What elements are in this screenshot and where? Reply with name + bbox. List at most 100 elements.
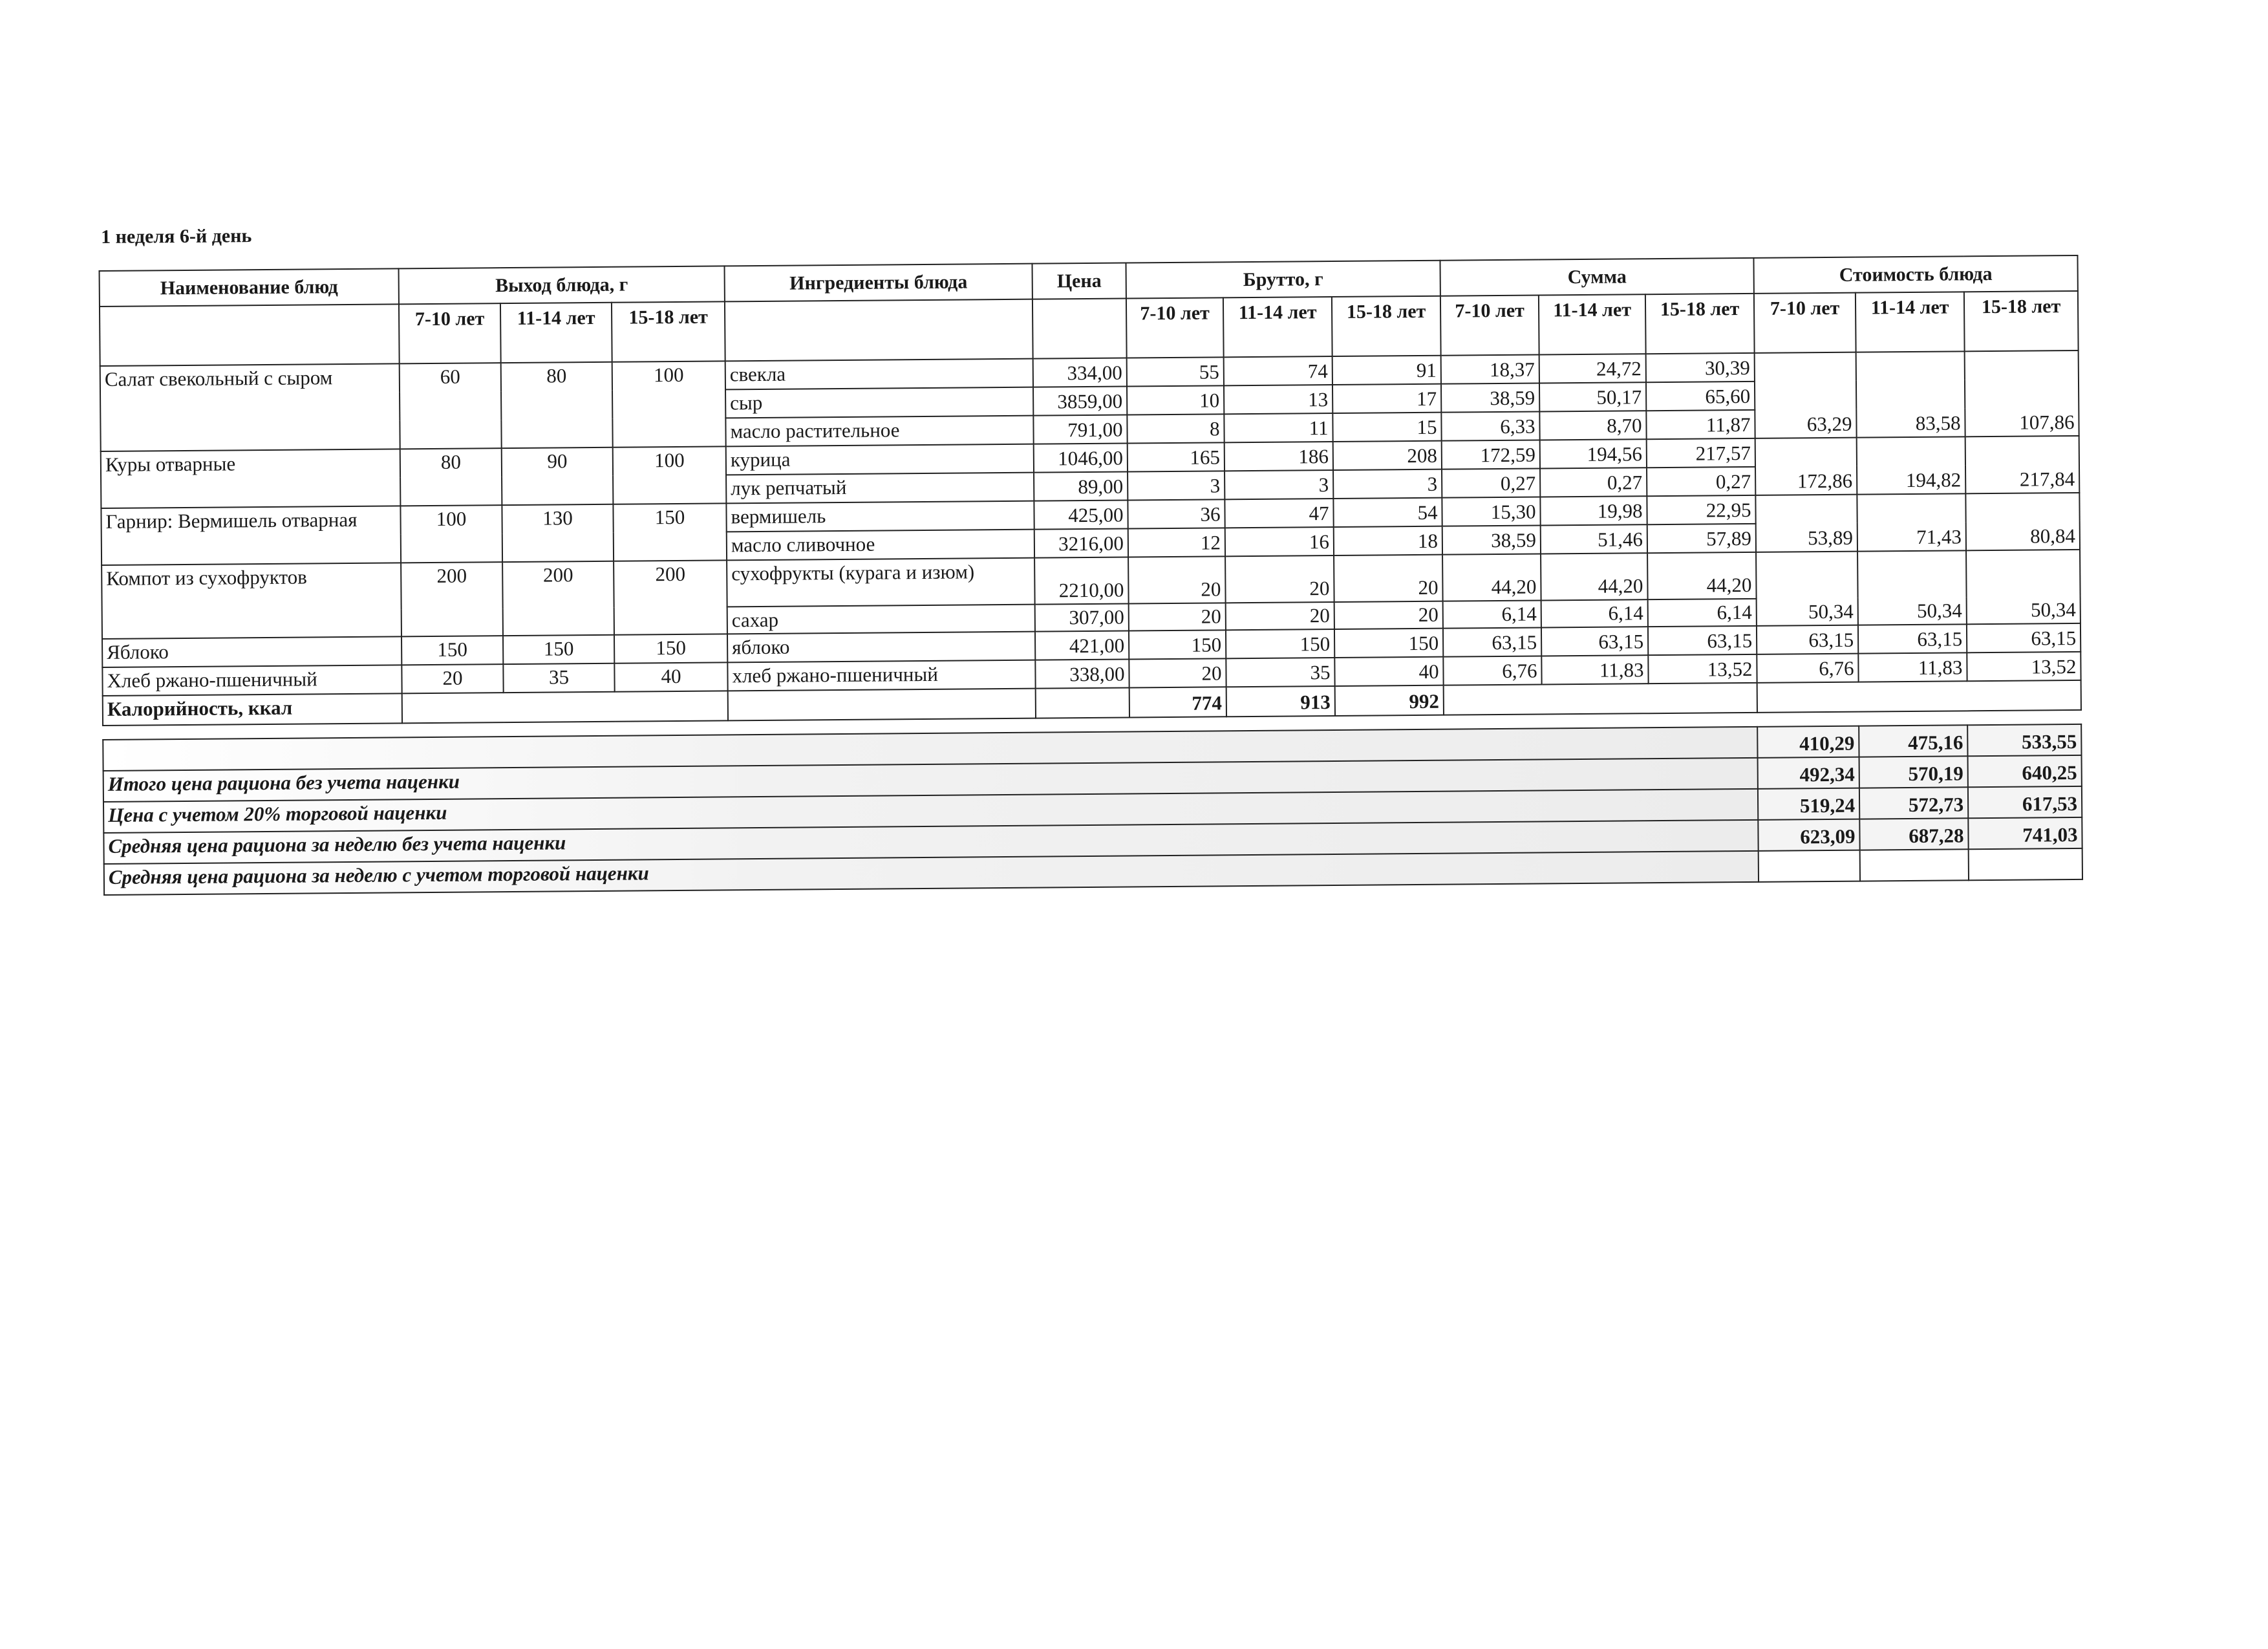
summary-value: 519,24 <box>1757 788 1860 820</box>
header-yield-age: 11-14 лет <box>500 302 612 363</box>
dish-yield: 90 <box>501 447 614 506</box>
ingredient-brutto: 13 <box>1224 385 1333 415</box>
ingredient-name: сыр <box>725 387 1034 418</box>
dish-cost: 194,82 <box>1856 436 1966 495</box>
brutto-total: 774 <box>1129 687 1227 718</box>
ingredient-price: 334,00 <box>1032 358 1128 387</box>
dish-name: Гарнир: Вермишель отварная <box>101 506 401 565</box>
dish-name: Яблоко <box>102 636 402 667</box>
header-brutto: Брутто, г <box>1126 260 1440 299</box>
dish-cost: 50,34 <box>1966 549 2081 625</box>
calories-empty <box>1035 687 1130 718</box>
document-sheet: 1 неделя 6-й день Наименование блюд Выхо… <box>98 211 2083 896</box>
dish-name: Компот из сухофруктов <box>102 563 401 639</box>
dish-cost: 107,86 <box>1964 350 2079 437</box>
dish-cost: 217,84 <box>1965 435 2080 494</box>
ingredient-sum: 6,14 <box>1541 599 1648 628</box>
summary-value: 640,25 <box>1967 755 2082 788</box>
ingredient-price: 1046,00 <box>1033 443 1128 473</box>
header-ingredients: Ингредиенты блюда <box>724 263 1032 302</box>
ingredient-price: 3216,00 <box>1034 528 1129 558</box>
ingredient-name: сухофрукты (курага и изюм) <box>727 557 1035 607</box>
ingredient-brutto: 165 <box>1127 442 1225 472</box>
ingredient-name: масло растительное <box>725 415 1034 447</box>
ingredient-brutto: 47 <box>1225 499 1334 528</box>
summary-value <box>1758 850 1861 882</box>
ingredient-brutto: 3 <box>1128 471 1225 501</box>
ingredient-sum: 0,27 <box>1540 468 1647 497</box>
ingredient-price: 338,00 <box>1035 659 1129 689</box>
dish-yield: 150 <box>614 634 728 663</box>
ingredient-price: 2210,00 <box>1034 557 1129 605</box>
summary-value: 410,29 <box>1757 726 1859 758</box>
ingredient-price: 425,00 <box>1034 500 1128 530</box>
summary-value <box>1968 848 2083 881</box>
summary-value: 687,28 <box>1859 818 1969 850</box>
header-cost: Стоимость блюда <box>1753 255 2078 294</box>
header-sum-age: 15-18 лет <box>1645 293 1755 354</box>
ingredient-sum: 44,20 <box>1541 553 1648 601</box>
summary-value: 572,73 <box>1859 787 1969 819</box>
ingredient-price: 3859,00 <box>1033 386 1128 416</box>
ingredient-brutto: 8 <box>1127 414 1225 444</box>
ingredient-sum: 63,15 <box>1647 625 1757 656</box>
ingredient-sum: 24,72 <box>1539 354 1646 383</box>
dish-yield: 80 <box>400 448 502 506</box>
dish-yield: 20 <box>401 664 504 694</box>
dish-yield: 100 <box>612 361 726 447</box>
ingredient-price: 421,00 <box>1034 630 1129 660</box>
ingredient-sum: 217,57 <box>1646 438 1756 468</box>
ingredient-price: 307,00 <box>1034 603 1129 632</box>
header-yield-age: 7-10 лет <box>398 303 501 364</box>
ingredient-sum: 65,60 <box>1645 381 1755 411</box>
ingredient-sum: 38,59 <box>1442 525 1541 555</box>
dish-cost: 172,86 <box>1755 437 1857 495</box>
summary-value <box>1859 849 1969 881</box>
ingredient-name: хлеб ржано-пшеничный <box>727 660 1036 691</box>
dish-yield: 150 <box>613 503 727 561</box>
ingredient-sum: 30,39 <box>1645 352 1755 383</box>
ingredient-brutto: 20 <box>1225 555 1334 603</box>
dish-yield: 35 <box>503 663 615 693</box>
ingredient-sum: 22,95 <box>1647 495 1756 525</box>
brutto-total: 913 <box>1226 686 1336 717</box>
ingredient-sum: 8,70 <box>1539 411 1647 440</box>
ingredient-brutto: 10 <box>1127 385 1225 415</box>
ingredient-brutto: 17 <box>1332 383 1442 414</box>
ingredient-brutto: 18 <box>1333 526 1443 556</box>
ingredient-brutto: 20 <box>1334 554 1443 603</box>
header-empty <box>99 304 400 366</box>
ingredient-sum: 63,15 <box>1541 627 1649 656</box>
ingredient-brutto: 20 <box>1129 658 1226 688</box>
summary-value: 475,16 <box>1859 725 1968 757</box>
calories-label: Калорийность, ккал <box>102 693 403 726</box>
summary-value: 533,55 <box>1967 724 2082 757</box>
header-dish-name: Наименование блюд <box>99 268 399 307</box>
ingredient-brutto: 20 <box>1225 602 1334 630</box>
dish-yield: 100 <box>612 446 727 504</box>
dish-name: Салат свекольный с сыром <box>100 363 400 451</box>
dish-yield: 60 <box>399 363 502 449</box>
ingredient-brutto: 36 <box>1128 499 1225 529</box>
dish-cost: 6,76 <box>1757 653 1859 683</box>
ingredient-sum: 13,52 <box>1648 654 1757 684</box>
ingredient-name: яблоко <box>727 631 1036 663</box>
ingredient-sum: 51,46 <box>1540 524 1648 554</box>
header-brutto-age: 15-18 лет <box>1331 296 1441 357</box>
ingredient-brutto: 54 <box>1333 497 1442 528</box>
header-price: Цена <box>1032 263 1126 299</box>
ingredient-sum: 44,20 <box>1442 554 1541 601</box>
header-empty <box>724 299 1033 361</box>
ingredient-sum: 0,27 <box>1647 466 1756 497</box>
ingredient-sum: 18,37 <box>1440 354 1540 384</box>
dish-yield: 200 <box>401 562 503 637</box>
ingredient-sum: 6,14 <box>1442 600 1541 629</box>
ingredient-sum: 15,30 <box>1442 497 1541 526</box>
dish-yield: 130 <box>502 504 614 563</box>
brutto-total: 992 <box>1334 685 1444 716</box>
summary-value: 492,34 <box>1757 757 1859 789</box>
ingredient-brutto: 3 <box>1225 470 1334 500</box>
header-cost-age: 11-14 лет <box>1855 292 1965 352</box>
dish-name: Куры отварные <box>100 449 401 508</box>
ingredient-price: 791,00 <box>1033 415 1128 444</box>
